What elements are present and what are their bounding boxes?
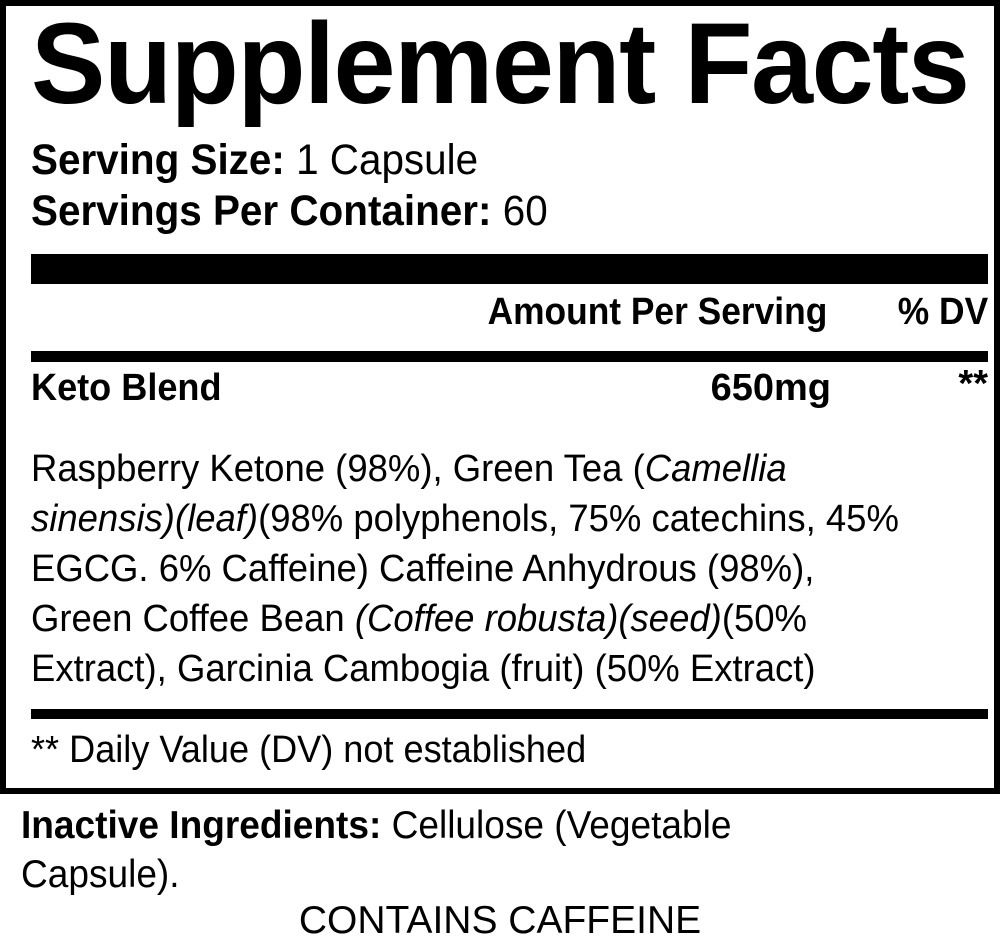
blend-amount: 650mg	[710, 367, 831, 409]
inactive-ingredients-label: Inactive Ingredients:	[21, 804, 382, 847]
blend-name: Keto Blend	[31, 367, 222, 409]
panel-inner: Supplement Facts Serving Size: 1 Capsule…	[27, 0, 988, 788]
serving-size-label: Serving Size:	[31, 136, 285, 184]
ingredient-text: Raspberry Ketone (98%), Green Tea (	[31, 448, 645, 490]
botanical-name: Camellia	[644, 448, 787, 490]
ingredient-line: Raspberry Ketone (98%), Green Tea (Camel…	[31, 444, 953, 494]
ingredient-text: (50%	[721, 598, 807, 640]
servings-per-container-label: Servings Per Container:	[31, 187, 492, 235]
ingredient-line: Extract), Garcinia Cambogia (fruit) (50%…	[31, 644, 953, 694]
daily-value-footnote: ** Daily Value (DV) not established	[31, 729, 587, 771]
rule-below-column-header	[31, 351, 988, 362]
ingredient-line: sinensis)(leaf)(98% polyphenols, 75% cat…	[31, 494, 953, 544]
servings-per-container-value: 60	[502, 187, 548, 235]
supplement-facts-panel: Supplement Facts Serving Size: 1 Capsule…	[0, 0, 1000, 794]
serving-size-value: 1 Capsule	[296, 136, 479, 184]
ingredient-paragraph: Raspberry Ketone (98%), Green Tea (Camel…	[31, 444, 991, 694]
ingredient-text: Extract), Garcinia Cambogia (fruit) (50%…	[31, 648, 816, 690]
ingredient-line: Green Coffee Bean (Coffee robusta)(seed)…	[31, 594, 953, 644]
ingredient-text: (98% polyphenols, 75% catechins, 45%	[258, 498, 899, 540]
inactive-ingredients-line-1: Inactive Ingredients: Cellulose (Vegetab…	[21, 801, 876, 850]
blend-daily-value: **	[958, 363, 988, 405]
rule-thick-top	[31, 254, 988, 284]
botanical-name: (Coffee robusta)(seed)	[354, 598, 722, 640]
column-header-row: Amount Per Serving % DV	[31, 293, 988, 333]
servings-per-container-row: Servings Per Container: 60	[31, 190, 548, 233]
ingredient-line: EGCG. 6% Caffeine) Caffeine Anhydrous (9…	[31, 544, 953, 594]
inactive-ingredients-line-2: Capsule).	[21, 853, 180, 896]
rule-above-footnote	[31, 709, 988, 719]
inactive-ingredients-value: Cellulose (Vegetable	[391, 804, 732, 847]
ingredient-text: Green Coffee Bean	[31, 598, 355, 640]
ingredient-text: EGCG. 6% Caffeine) Caffeine Anhydrous (9…	[31, 548, 815, 590]
serving-size-row: Serving Size: 1 Capsule	[31, 139, 478, 182]
page-title: Supplement Facts	[31, 0, 970, 128]
percent-dv-header: % DV	[897, 291, 988, 333]
table-row: Keto Blend 650mg **	[31, 365, 988, 413]
botanical-name: sinensis)(leaf)	[31, 498, 259, 540]
inactive-ingredients-block: Inactive Ingredients: Cellulose (Vegetab…	[21, 801, 921, 899]
contains-caffeine-warning: CONTAINS CAFFEINE	[298, 899, 702, 942]
amount-per-serving-header: Amount Per Serving	[487, 291, 827, 333]
